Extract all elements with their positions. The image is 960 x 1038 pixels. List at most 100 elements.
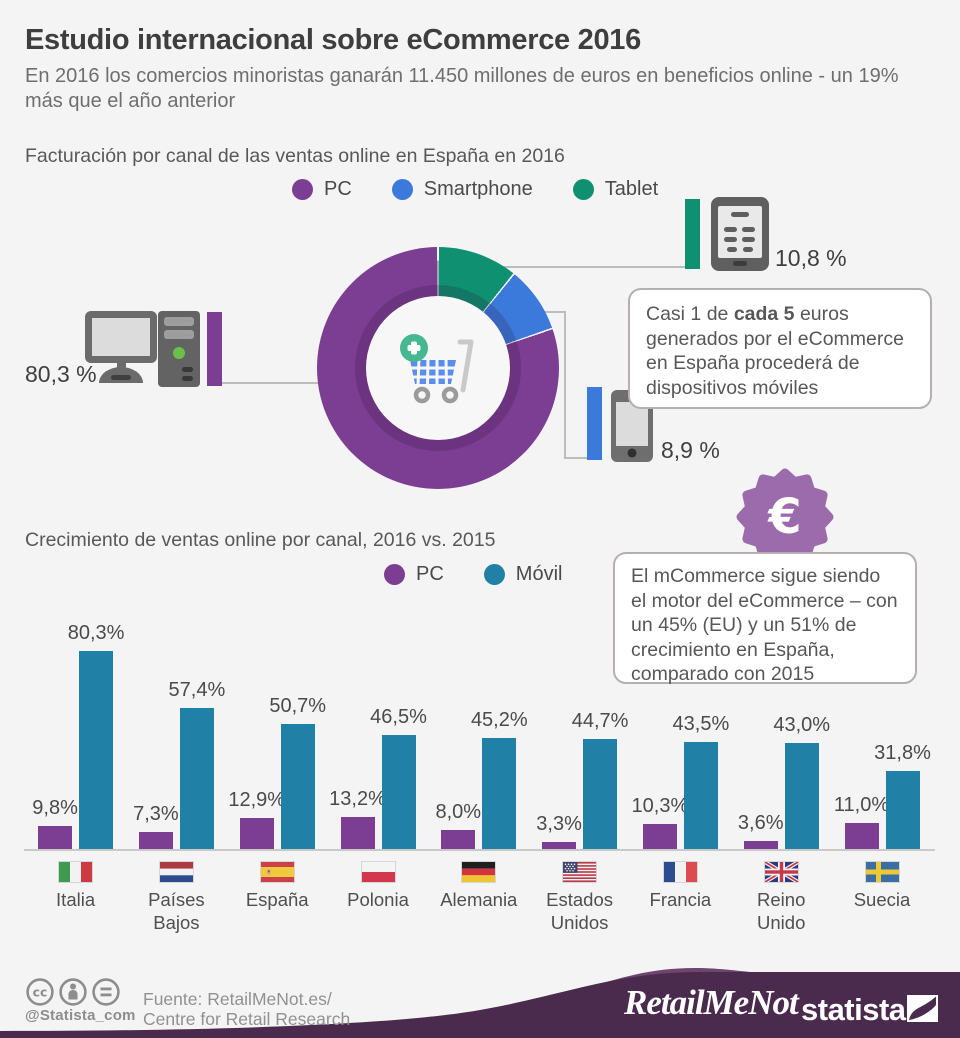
bar-pc-it bbox=[38, 825, 73, 850]
footer-wave-decoration bbox=[0, 968, 960, 1038]
gb-flag-icon bbox=[763, 860, 799, 884]
smartphone-share-value: 8,9 % bbox=[661, 437, 720, 463]
bar-pc-fr bbox=[642, 824, 677, 850]
pc-legend-dot-icon bbox=[384, 564, 405, 585]
bar-pc-de bbox=[441, 830, 476, 850]
svg-text:cc: cc bbox=[33, 985, 48, 1000]
legend-label: Tablet bbox=[604, 178, 659, 200]
country-label: Francia bbox=[649, 889, 712, 910]
page-subtitle: En 2016 los comercios minoristas ganarán… bbox=[25, 65, 899, 112]
bar-pc-gb bbox=[743, 841, 778, 850]
bar-movil-de bbox=[482, 737, 517, 850]
x-axis-line bbox=[24, 849, 935, 851]
bar-movil-se-value-label: 31,8% bbox=[874, 742, 931, 765]
bar-pc-fr-value-label: 10,3% bbox=[631, 795, 689, 818]
pc-connector-line bbox=[222, 382, 332, 384]
legend-item-movil: Móvil bbox=[483, 563, 563, 586]
legend-label: Móvil bbox=[515, 563, 563, 585]
donut-section-heading: Facturación por canal de las ventas onli… bbox=[25, 145, 565, 167]
smartphone-connector-line bbox=[564, 311, 566, 459]
country-label: Estados Unidos bbox=[546, 889, 614, 933]
bar-pc-it-value-label: 9,8% bbox=[32, 796, 78, 819]
tablet-legend-dot-icon bbox=[572, 179, 594, 200]
movil-legend-dot-icon bbox=[483, 564, 505, 585]
country-label: Países Bajos bbox=[148, 889, 205, 933]
bar-movil-de-value-label: 45,2% bbox=[470, 708, 528, 731]
source-line: Centre for Retail Research bbox=[143, 1009, 351, 1029]
pc-mini-bar bbox=[207, 312, 222, 386]
es-flag-icon bbox=[260, 862, 294, 882]
de-flag-icon bbox=[462, 862, 496, 882]
shopping-cart-icon bbox=[400, 334, 474, 404]
nl-flag-icon bbox=[159, 862, 193, 882]
bar-pc-se bbox=[844, 822, 879, 850]
page-title: Estudio internacional sobre eCommerce 20… bbox=[25, 24, 641, 56]
donut-legend: PC Smartphone Tablet bbox=[292, 178, 684, 201]
bar-pc-nl bbox=[138, 831, 173, 850]
pl-flag-icon bbox=[361, 862, 395, 882]
legend-item-smartphone: Smartphone bbox=[391, 178, 533, 201]
bar-pc-se-value-label: 11,0% bbox=[833, 793, 890, 816]
bar-pc-pl bbox=[340, 817, 375, 850]
it-flag-icon bbox=[59, 862, 93, 882]
retailmenot-logo: RetailMeNot bbox=[624, 983, 799, 1022]
source-line: Fuente: RetailMeNot.es/ bbox=[143, 989, 332, 1009]
svg-text:€: € bbox=[767, 489, 801, 545]
bar-pc-es-value-label: 12,9% bbox=[228, 789, 286, 812]
legend-label: Smartphone bbox=[423, 178, 533, 200]
equal-icon bbox=[92, 978, 120, 1006]
bar-movil-fr-value-label: 43,5% bbox=[672, 713, 730, 736]
pc-legend-dot-icon bbox=[292, 179, 313, 200]
bar-pc-us bbox=[542, 841, 577, 850]
smartphone-legend-dot-icon bbox=[391, 179, 413, 200]
desktop-monitor-icon bbox=[85, 311, 157, 383]
country-label: Suecia bbox=[853, 889, 911, 910]
tablet-mini-bar bbox=[685, 199, 700, 269]
tablet-icon bbox=[711, 197, 769, 271]
callout-text: Casi 1 de bbox=[646, 303, 734, 325]
smartphone-icon bbox=[611, 390, 653, 462]
bar-movil-gb bbox=[784, 743, 819, 850]
mobile-share-callout: Casi 1 de cada 5 euros generados por el … bbox=[628, 288, 932, 409]
cc-icon bbox=[26, 978, 54, 1006]
bar-movil-pl-value-label: 46,5% bbox=[370, 705, 427, 728]
bar-movil-us bbox=[583, 739, 618, 850]
statista-handle: @Statista_com bbox=[25, 1007, 136, 1024]
donut-chart bbox=[317, 247, 559, 489]
bar-section-heading: Crecimiento de ventas online por canal, … bbox=[25, 529, 496, 551]
bar-pc-gb-value-label: 3,6% bbox=[737, 812, 784, 835]
bar-pc-us-value-label: 3,3% bbox=[536, 812, 582, 835]
bar-legend: PC Móvil bbox=[384, 563, 588, 586]
bar-movil-se bbox=[885, 771, 920, 850]
bar-movil-es-value-label: 50,7% bbox=[269, 695, 327, 718]
country-label: Reino Unido bbox=[757, 889, 806, 933]
statista-logo-mark-icon bbox=[907, 995, 938, 1022]
attribution-icon bbox=[59, 978, 87, 1006]
bar-pc-pl-value-label: 13,2% bbox=[329, 788, 386, 811]
bar-movil-it-value-label: 80,3% bbox=[67, 622, 125, 645]
donut-hole bbox=[366, 296, 510, 440]
legend-label: PC bbox=[416, 563, 444, 585]
country-label: España bbox=[245, 889, 309, 910]
bar-pc-nl-value-label: 7,3% bbox=[133, 802, 179, 825]
mcommerce-callout: El mCommerce sigue siendo el motor del e… bbox=[613, 552, 917, 685]
legend-label: PC bbox=[324, 178, 352, 200]
tablet-share-value: 10,8 % bbox=[775, 245, 847, 271]
us-flag-icon bbox=[563, 862, 597, 882]
creative-commons-license-icons: cc bbox=[26, 978, 120, 1006]
fr-flag-icon bbox=[663, 862, 697, 882]
bar-movil-nl-value-label: 57,4% bbox=[168, 678, 226, 701]
tablet-connector-line bbox=[490, 266, 686, 268]
legend-item-pc: PC bbox=[384, 563, 444, 586]
pc-share-value: 80,3 % bbox=[25, 361, 97, 387]
country-label: Polonia bbox=[347, 889, 409, 910]
smartphone-mini-bar bbox=[587, 387, 602, 460]
bar-movil-es bbox=[280, 724, 315, 850]
smartphone-connector-line bbox=[564, 457, 589, 459]
bar-movil-fr bbox=[683, 742, 718, 850]
bar-movil-us-value-label: 44,7% bbox=[571, 710, 629, 733]
legend-item-tablet: Tablet bbox=[572, 178, 659, 201]
bar-movil-gb-value-label: 43,0% bbox=[773, 714, 831, 737]
desktop-tower-icon bbox=[158, 311, 200, 387]
